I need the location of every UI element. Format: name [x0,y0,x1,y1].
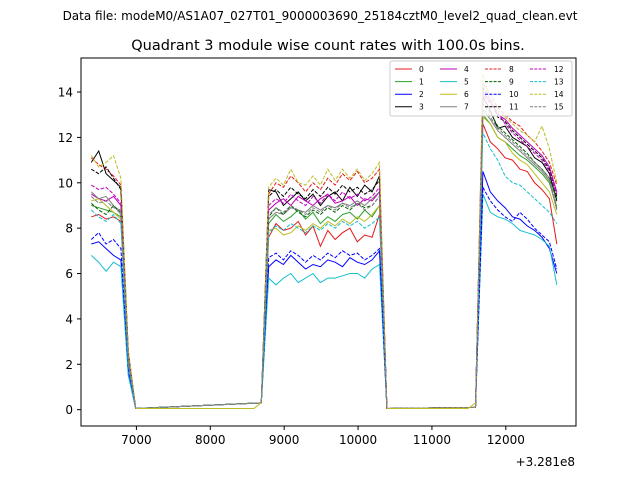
x-axis: 7000 8000 9000 10000 11000 12000 [121,426,525,447]
series-line-0 [91,123,558,410]
zero-gap-line [135,402,262,409]
series-line-3 [90,94,558,410]
legend-label-2: 2 [419,90,424,99]
legend-label-5: 5 [464,77,469,86]
y-tick-label: 8 [65,222,73,236]
y-tick-label: 12 [58,131,73,145]
legend-label-8: 8 [509,65,514,74]
y-axis: 0 2 4 6 8 10 12 14 [58,86,81,417]
legend-label-13: 13 [554,77,564,86]
axes-frame [80,57,577,427]
series-line-5 [90,193,558,410]
legend-label-14: 14 [554,90,564,99]
x-offset-label: +3.281e8 [516,455,575,469]
legend-label-4: 4 [464,65,469,74]
x-tick-label: 10000 [339,433,377,447]
legend-label-3: 3 [419,103,424,112]
legend-label-10: 10 [509,90,519,99]
series-line-1 [91,113,558,410]
x-tick-label: 12000 [487,433,525,447]
series-line-15 [90,106,558,410]
legend-label-1: 1 [419,77,424,86]
series-line-2 [91,171,558,410]
y-tick-label: 14 [58,86,73,100]
y-tick-label: 0 [65,403,73,417]
y-tick-label: 2 [65,358,73,372]
series-line-11 [91,85,558,410]
legend-label-0: 0 [419,65,424,74]
y-tick-label: 4 [65,312,73,326]
data-file-caption: Data file: modeM0/AS1A07_027T01_90000036… [62,9,578,23]
legend-label-11: 11 [509,103,519,112]
legend-label-7: 7 [464,103,469,112]
y-tick-label: 6 [65,267,73,281]
series-line-7 [90,108,558,410]
x-tick-label: 8000 [195,433,226,447]
legend-label-15: 15 [554,103,564,112]
series-line-14 [90,73,558,410]
y-tick-label: 10 [58,176,73,190]
x-tick-label: 11000 [413,433,451,447]
chart-title: Quadrant 3 module wise count rates with … [131,38,525,54]
legend-box [389,60,573,117]
series-line-4 [91,90,558,410]
legend-label-6: 6 [464,90,469,99]
series-line-8 [90,81,558,410]
x-tick-label: 9000 [269,433,300,447]
plot-lines [90,73,558,410]
zero-gap-line [386,402,476,409]
series-line-9 [90,102,558,410]
legend-label-12: 12 [554,65,564,74]
legend-label-9: 9 [509,77,514,86]
series-line-13 [90,132,558,410]
x-tick-label: 7000 [121,433,152,447]
